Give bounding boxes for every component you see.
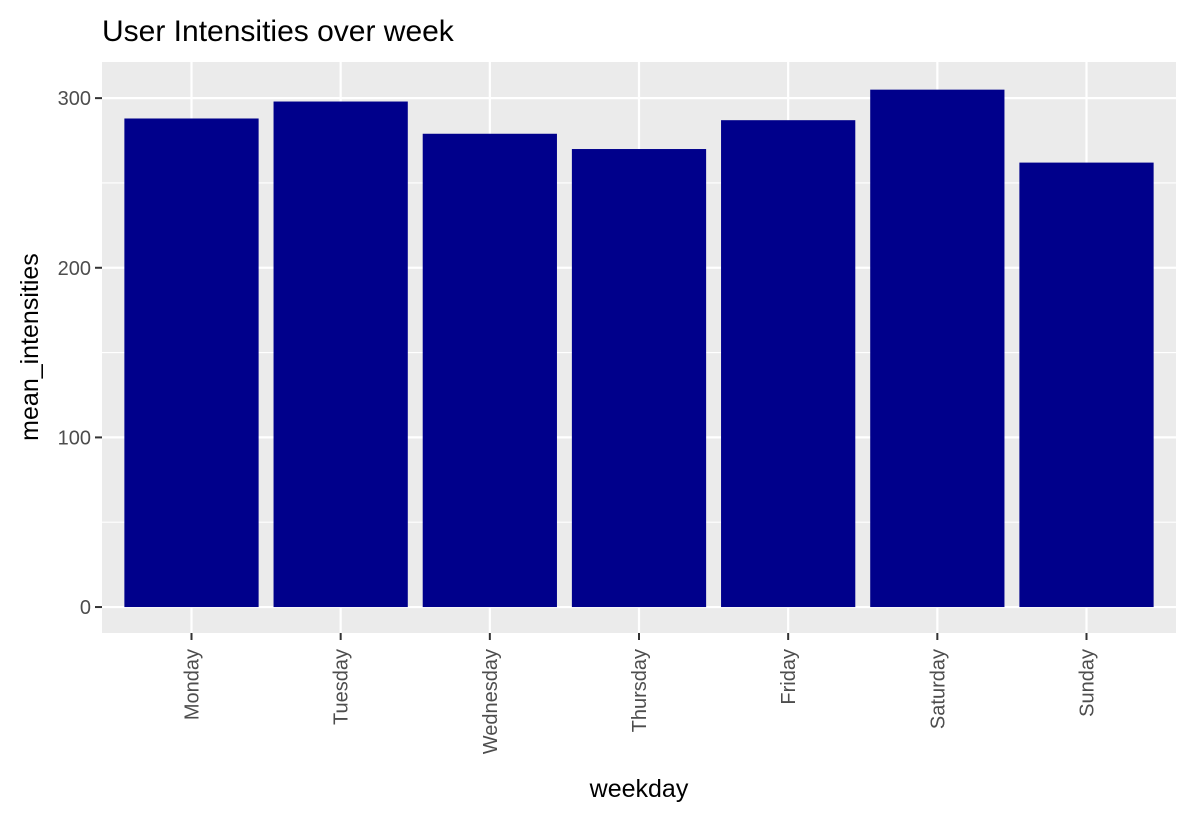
bar-monday [124,118,259,608]
bar-friday [721,120,856,608]
y-tick-label: 300 [58,88,91,110]
y-tick-label: 100 [58,427,91,449]
bars [124,89,1154,608]
x-tick-label: Tuesday [331,649,353,725]
x-axis-title: weekday [589,775,689,803]
x-axis: Monday Tuesday Wednesday Thursday Friday Satu… [182,633,1099,754]
chart-title: User Intensities over week [102,15,455,48]
bar-tuesday [273,101,408,608]
x-tick-label: Sunday [1077,649,1099,717]
bar-wednesday [422,133,557,608]
y-tick-label: 200 [58,258,91,280]
bar-thursday [571,149,707,608]
y-axis: 0 100 200 300 [58,88,102,619]
x-tick-label: Friday [778,649,800,705]
bar-saturday [870,89,1005,608]
y-axis-title: mean_intensities [16,253,44,441]
x-tick-label: Wednesday [480,649,502,754]
x-tick-label: Thursday [629,649,651,732]
x-tick-label: Saturday [927,649,949,729]
bar-sunday [1019,162,1154,608]
x-tick-label: Monday [182,649,204,720]
y-tick-label: 0 [80,597,91,619]
